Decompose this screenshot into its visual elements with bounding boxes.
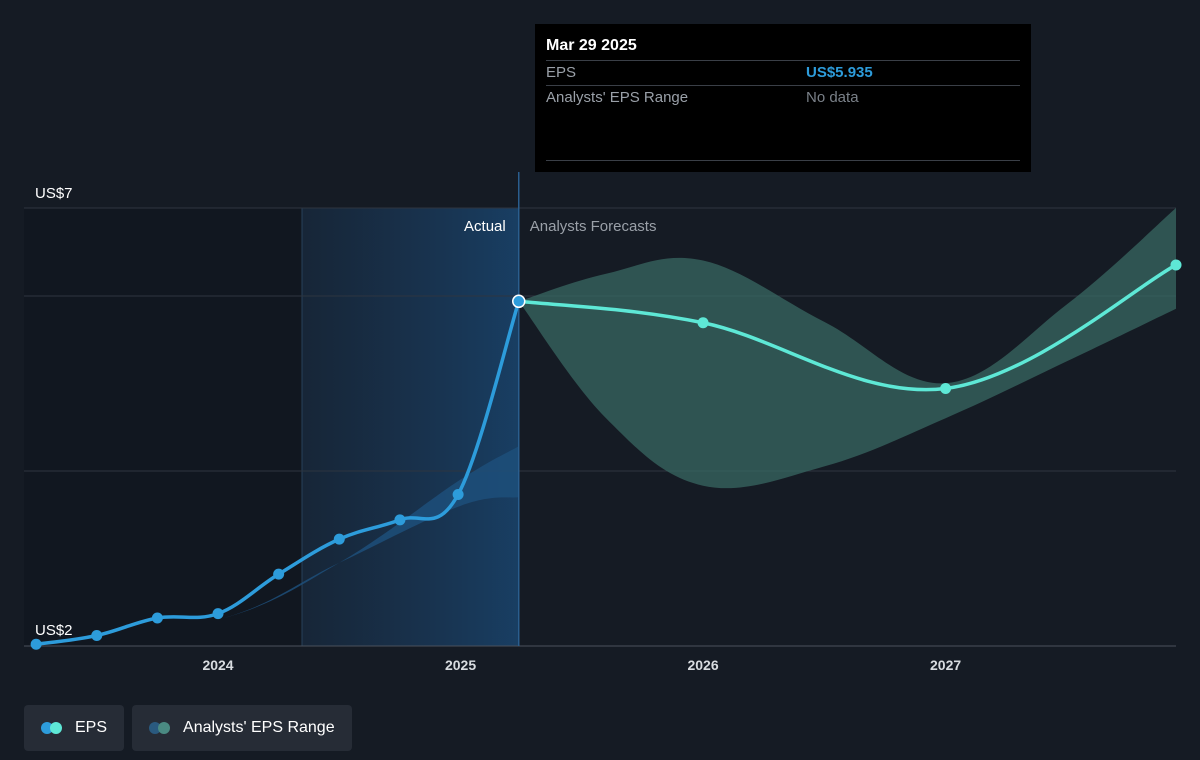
- actual-eps-point: [151, 612, 163, 624]
- legend-range-swatch: [149, 722, 173, 734]
- legend-dot: [50, 722, 62, 734]
- chart-legend: EPS Analysts' EPS Range: [24, 705, 352, 751]
- actual-eps-line: [34, 299, 521, 646]
- actual-eps-point: [273, 568, 285, 580]
- legend-label-eps: EPS: [75, 719, 108, 736]
- tooltip-divider: [546, 85, 1020, 86]
- tooltip-divider: [546, 160, 1020, 161]
- past-region: [24, 208, 302, 646]
- legend-dot: [158, 722, 171, 734]
- tooltip-range-label: Analysts' EPS Range: [546, 89, 689, 106]
- region-label-actual: Actual: [464, 218, 506, 235]
- actual-eps-point: [452, 488, 464, 500]
- tooltip-eps-value: US$5.935: [806, 64, 873, 81]
- hover-tooltip: Mar 29 2025 EPS US$5.935 Analysts' EPS R…: [535, 24, 1031, 172]
- legend-item-eps[interactable]: EPS: [24, 705, 125, 751]
- actual-region-highlight: [302, 208, 519, 646]
- highlighted-eps-point: [512, 294, 526, 309]
- y-tick-label: US$7: [35, 185, 73, 202]
- region-label-forecast: Analysts Forecasts: [530, 218, 657, 235]
- forecast-eps-point: [697, 317, 709, 329]
- tooltip-range-value: No data: [806, 89, 859, 106]
- y-tick-label: US$2: [35, 622, 73, 639]
- legend-item-eps-range[interactable]: Analysts' EPS Range: [132, 705, 352, 751]
- forecast-range-band: [518, 208, 1176, 489]
- tooltip-date: Mar 29 2025: [546, 37, 637, 54]
- x-tick-label: 2026: [687, 657, 718, 673]
- legend-eps-swatch: [41, 722, 65, 734]
- tooltip-eps-label: EPS: [546, 64, 577, 81]
- forecast-eps-line: [517, 263, 1178, 392]
- tooltip-divider: [546, 60, 1020, 61]
- legend-label-eps-range: Analysts' EPS Range: [183, 719, 335, 736]
- forecast-eps-point: [940, 382, 952, 394]
- x-tick-label: 2027: [930, 657, 961, 673]
- actual-eps-point: [333, 533, 345, 545]
- actual-eps-point: [91, 629, 103, 641]
- actual-eps-point: [394, 514, 406, 526]
- x-tick-label: 2024: [202, 657, 233, 673]
- actual-eps-point: [30, 638, 42, 650]
- x-tick-label: 2025: [445, 657, 476, 673]
- forecast-eps-point: [1170, 259, 1182, 271]
- actual-eps-point: [212, 608, 224, 620]
